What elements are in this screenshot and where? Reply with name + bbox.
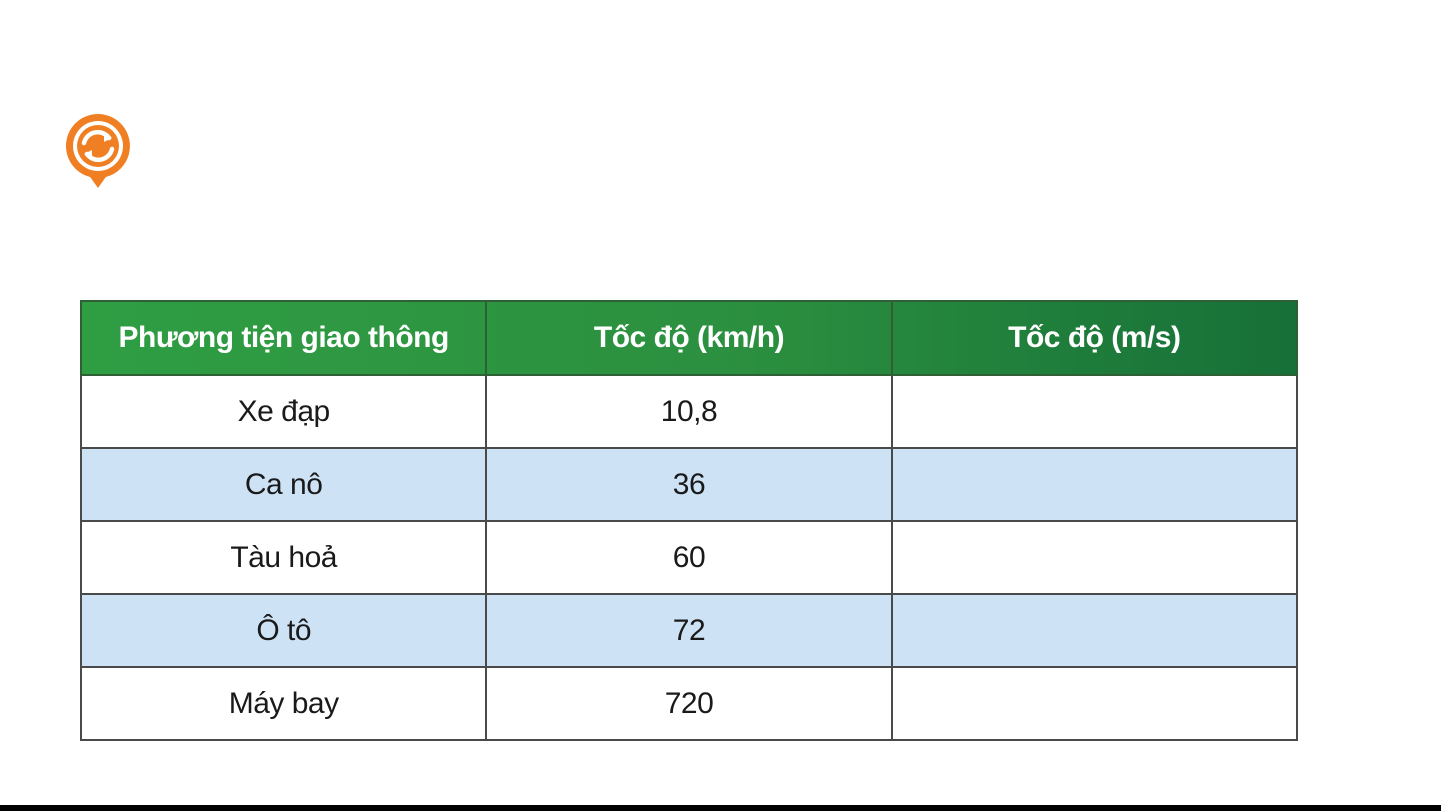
speed-table: Phương tiện giao thông Tốc độ (km/h) Tốc… [79,300,1299,741]
speed-ms-cell [890,374,1299,449]
bottom-border [0,805,1441,811]
speed-kmh-cell: 72 [485,593,893,668]
header-speed-kmh: Tốc độ (km/h) [485,300,893,376]
refresh-arrows-icon [65,114,130,188]
table-header-row: Phương tiện giao thông Tốc độ (km/h) Tốc… [79,300,1299,376]
vehicle-cell: Tàu hoả [79,520,488,595]
vehicle-cell: Ca nô [79,447,488,522]
speed-ms-cell [890,520,1299,595]
table-row: Ô tô 72 [79,593,1299,668]
speed-ms-cell [890,447,1299,522]
vehicle-cell: Ô tô [79,593,488,668]
speed-ms-cell [890,593,1299,668]
header-speed-ms: Tốc độ (m/s) [890,300,1299,376]
speed-kmh-cell: 720 [485,666,893,741]
speed-kmh-cell: 60 [485,520,893,595]
speed-ms-cell [890,666,1299,741]
table-row: Máy bay 720 [79,666,1299,741]
speed-kmh-cell: 10,8 [485,374,893,449]
table-row: Ca nô 36 [79,447,1299,522]
header-vehicle: Phương tiện giao thông [79,300,488,376]
speed-kmh-cell: 36 [485,447,893,522]
vehicle-cell: Xe đạp [79,374,488,449]
table-row: Tàu hoả 60 [79,520,1299,595]
vehicle-cell: Máy bay [79,666,488,741]
table-row: Xe đạp 10,8 [79,374,1299,449]
